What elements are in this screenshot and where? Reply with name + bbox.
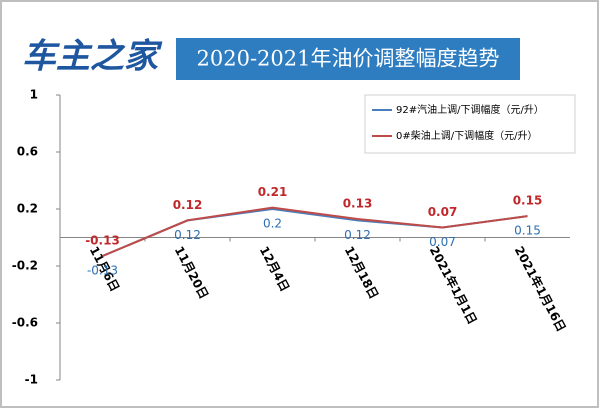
data-label: 0.12 bbox=[173, 198, 203, 212]
legend-box bbox=[364, 94, 576, 154]
data-label: 0.12 bbox=[344, 228, 371, 242]
data-label: 0.15 bbox=[513, 194, 543, 208]
logo: 车主之家 bbox=[22, 37, 163, 77]
chart-title: 2020-2021年油价调整幅度趋势 bbox=[197, 47, 500, 71]
y-tick-label: -0.2 bbox=[12, 259, 38, 273]
y-tick-label: -1 bbox=[25, 373, 38, 387]
data-label: 0.21 bbox=[258, 185, 288, 199]
y-tick-label: 0.2 bbox=[17, 202, 38, 216]
legend-label: 0#柴油上调/下调幅度（元/升） bbox=[396, 129, 537, 142]
data-label: -0.13 bbox=[85, 234, 120, 248]
legend-label: 92#汽油上调/下调幅度（元/升） bbox=[396, 103, 544, 116]
y-tick-label: -0.6 bbox=[12, 316, 38, 330]
y-tick-label: 0.6 bbox=[17, 145, 38, 159]
line-series bbox=[102, 206, 528, 257]
y-tick-label: 1 bbox=[30, 88, 38, 102]
data-label: 0.2 bbox=[263, 217, 282, 231]
data-label: -0.13 bbox=[87, 264, 118, 278]
title-box bbox=[176, 38, 520, 80]
data-label: 0.13 bbox=[343, 196, 373, 210]
data-label: 0.15 bbox=[514, 224, 541, 238]
data-label: 0.07 bbox=[429, 235, 456, 249]
data-label: 0.07 bbox=[428, 205, 458, 219]
data-label: 0.12 bbox=[174, 228, 201, 242]
